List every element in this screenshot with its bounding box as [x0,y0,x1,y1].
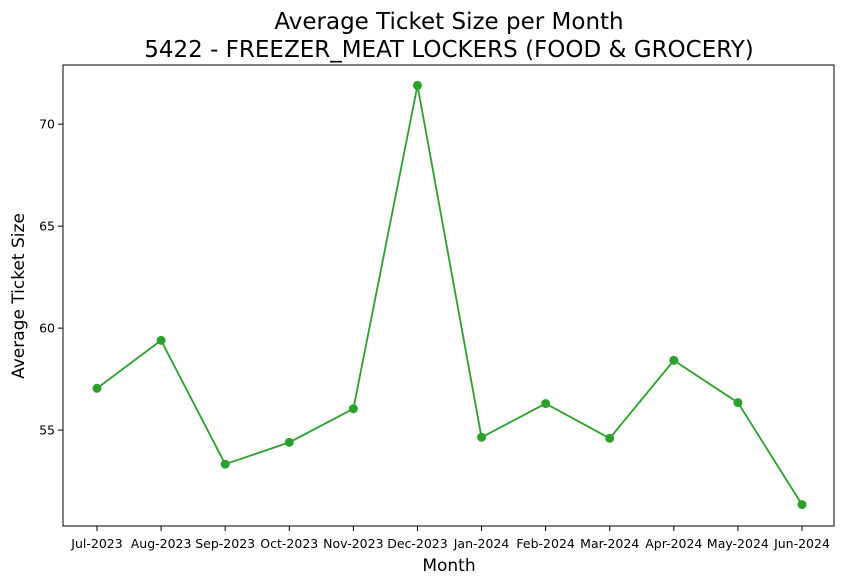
x-tick-label: Jul-2023 [70,536,122,551]
x-tick-label: Oct-2023 [260,536,318,551]
y-axis-label: Average Ticket Size [9,213,29,379]
x-tick-label: Apr-2024 [645,536,702,551]
x-tick-label: Mar-2024 [580,536,639,551]
y-tick-label: 70 [39,117,55,132]
y-tick-label: 65 [39,219,55,234]
data-point [605,433,615,443]
chart-title: Average Ticket Size per Month [274,9,623,35]
data-point [733,398,743,408]
y-tick-label: 55 [39,423,55,438]
data-point [412,80,422,90]
data-point [220,459,230,469]
data-point [669,355,679,365]
y-tick-label: 60 [39,321,55,336]
x-tick-label: Dec-2023 [387,536,448,551]
y-axis: 55 60 65 70 [39,117,63,438]
data-point [477,432,487,442]
data-point [348,404,358,414]
data-point [284,437,294,447]
chart-subtitle: 5422 - FREEZER_MEAT LOCKERS (FOOD & GROC… [144,37,754,63]
x-tick-label: Nov-2023 [323,536,383,551]
series-line [96,84,803,506]
data-point [541,399,551,409]
x-tick-label: Sep-2023 [195,536,255,551]
data-point [92,383,102,393]
x-axis: Jul-2023 Aug-2023 Sep-2023 Oct-2023 Nov-2023… [70,526,830,551]
x-tick-label: Jun-2024 [773,536,830,551]
series-layer [92,80,807,510]
plot-area [62,64,835,527]
x-tick-label: Feb-2024 [516,536,575,551]
data-point [797,500,807,510]
x-tick-label: Aug-2023 [131,536,192,551]
x-axis-label: Month [422,556,475,576]
data-point [156,335,166,345]
x-tick-label: Jan-2024 [453,536,510,551]
x-tick-label: May-2024 [707,536,769,551]
